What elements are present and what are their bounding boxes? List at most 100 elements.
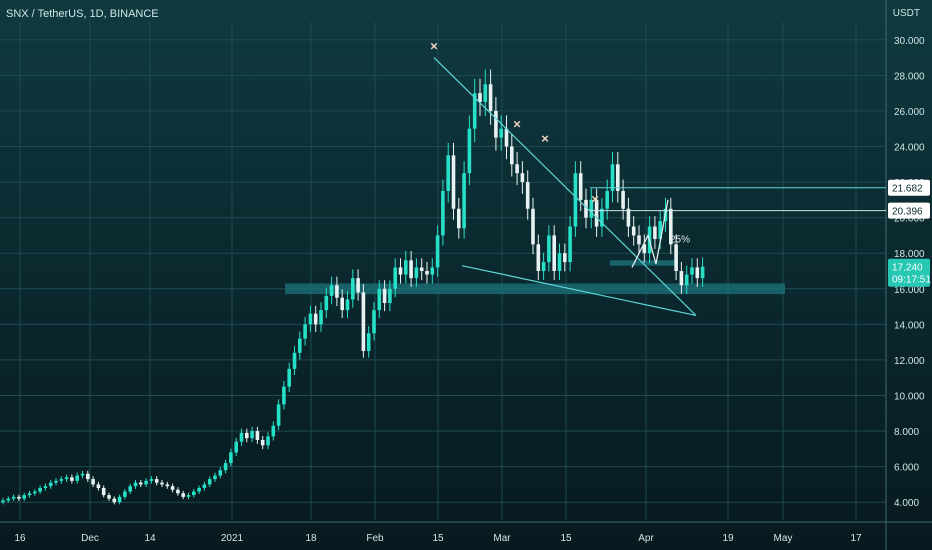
candle	[48, 479, 53, 489]
y-tick-label: 30.000	[894, 36, 925, 47]
x-tick-label: 16	[14, 533, 26, 544]
candle	[170, 483, 175, 493]
candle	[59, 476, 64, 484]
top-marker: ×	[541, 131, 549, 146]
candle	[382, 280, 387, 312]
forecast-path	[631, 199, 669, 268]
candle	[303, 316, 307, 346]
x-tick-label: May	[774, 533, 793, 544]
axis-unit: USDT	[892, 8, 920, 19]
candle	[91, 476, 95, 488]
candle	[393, 258, 397, 298]
candle	[541, 252, 546, 281]
candle	[404, 250, 408, 284]
candle	[11, 494, 16, 501]
candle	[313, 305, 318, 332]
candle	[260, 435, 265, 450]
candle	[499, 115, 503, 151]
candle	[589, 188, 594, 229]
candle	[653, 216, 657, 250]
candle	[684, 265, 689, 294]
svg-text:09:17:51: 09:17:51	[892, 275, 931, 286]
candle	[117, 494, 122, 505]
candle	[128, 483, 132, 494]
candle	[679, 261, 684, 294]
candle	[207, 476, 212, 488]
candle	[568, 216, 572, 272]
top-marker: ×	[430, 38, 438, 53]
candle	[563, 243, 567, 272]
candle	[292, 346, 297, 375]
x-tick-label: 19	[722, 533, 734, 544]
y-tick-label: 18.000	[894, 249, 925, 260]
candle	[234, 437, 238, 457]
top-marker: ×	[513, 117, 521, 132]
candle	[594, 188, 599, 237]
candle	[96, 481, 101, 491]
y-tick-label: 24.000	[894, 143, 925, 154]
candle	[557, 243, 562, 281]
candle	[202, 481, 207, 491]
candle	[414, 258, 419, 287]
candle	[605, 179, 609, 220]
candle	[123, 489, 127, 500]
candle	[22, 492, 26, 501]
candle	[573, 161, 578, 237]
candle	[154, 476, 159, 486]
svg-text:21.682: 21.682	[892, 184, 923, 195]
candle	[255, 426, 260, 444]
forecast-percent-label: 25%	[670, 235, 690, 246]
candle	[165, 481, 170, 489]
candle	[621, 179, 625, 220]
y-tick-label: 12.000	[894, 356, 925, 367]
candle	[361, 283, 366, 358]
candle	[308, 305, 313, 332]
candle	[451, 142, 456, 220]
candle	[43, 483, 48, 491]
candle	[631, 216, 636, 246]
candle	[695, 258, 700, 287]
candle	[377, 280, 382, 319]
candle	[112, 496, 117, 505]
x-tick-label: 18	[305, 533, 317, 544]
candle	[319, 302, 323, 332]
candle	[287, 362, 291, 393]
candle	[144, 478, 148, 488]
symbol-title: SNX / TetherUS, 1D, BINANCE	[6, 8, 159, 20]
candle	[515, 152, 519, 186]
wedge-lower-line	[461, 265, 697, 317]
y-tick-label: 10.000	[894, 392, 925, 403]
candle	[340, 289, 344, 319]
candle	[345, 291, 350, 319]
candle	[192, 489, 196, 498]
candle	[669, 197, 673, 255]
candle	[101, 485, 106, 498]
candle	[584, 188, 588, 229]
candle	[388, 280, 392, 312]
y-tick-label: 20.000	[894, 214, 925, 225]
x-tick-label: Dec	[81, 533, 99, 544]
candle	[441, 179, 445, 246]
candle	[176, 487, 180, 496]
candle	[75, 472, 79, 484]
candle	[467, 115, 472, 186]
candle	[223, 459, 228, 474]
x-tick-label: Apr	[638, 533, 654, 544]
candle	[1, 498, 5, 505]
candle	[139, 479, 143, 488]
candle	[266, 432, 270, 450]
x-tick-label: 15	[432, 533, 444, 544]
candle	[70, 474, 74, 484]
candle	[547, 225, 551, 272]
x-tick-label: Feb	[366, 533, 384, 544]
candle	[218, 467, 223, 479]
y-tick-label: 14.000	[894, 320, 925, 331]
x-tick-label: 17	[850, 533, 862, 544]
y-tick-label: 4.000	[894, 498, 919, 509]
y-tick-label: 16.000	[894, 285, 925, 296]
svg-text:20.396: 20.396	[892, 207, 923, 218]
candle	[419, 258, 424, 281]
